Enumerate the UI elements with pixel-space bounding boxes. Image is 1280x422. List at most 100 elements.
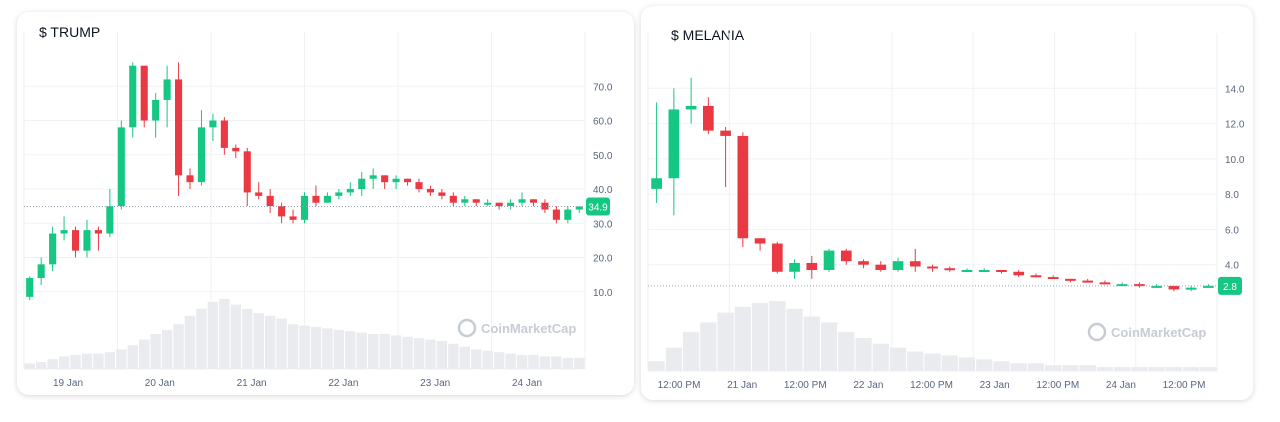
- volume-bar: [287, 324, 299, 369]
- volume-bar: [1027, 363, 1045, 371]
- candle-body: [789, 262, 800, 272]
- y-tick-label: 10.0: [593, 288, 613, 299]
- x-tick-label: 12:00 PM: [1036, 380, 1079, 391]
- candle-body: [806, 262, 818, 271]
- candle-body: [278, 206, 286, 217]
- volume-bar: [379, 334, 390, 369]
- x-tick-label: 24 Jan: [1106, 380, 1136, 391]
- volume-bar: [786, 308, 803, 371]
- volume-bar: [58, 356, 70, 369]
- candle-body: [564, 209, 572, 220]
- candle-body: [1116, 284, 1128, 287]
- y-tick-label: 40.0: [593, 185, 613, 196]
- candle-body: [300, 195, 309, 220]
- volume-bar: [717, 312, 734, 371]
- candle-body: [289, 216, 297, 220]
- candle-body: [140, 65, 148, 121]
- volume-bar: [820, 322, 838, 371]
- candle-body: [243, 151, 251, 193]
- candle-body: [1168, 285, 1180, 290]
- volume-bar: [196, 308, 207, 369]
- volume-bar: [855, 337, 872, 371]
- volume-bar: [242, 308, 253, 369]
- x-tick-label: 23 Jan: [420, 378, 450, 389]
- y-tick-label: 6.0: [1225, 225, 1239, 236]
- candle-body: [163, 79, 171, 100]
- x-tick-label: 12:00 PM: [658, 380, 701, 391]
- volume-bar: [907, 351, 924, 371]
- volume-bar: [219, 299, 230, 369]
- volume-bar: [161, 329, 173, 369]
- volume-bar: [138, 339, 150, 369]
- volume-bar: [264, 315, 276, 369]
- x-tick-label: 22 Jan: [328, 378, 358, 389]
- candle-body: [186, 175, 194, 183]
- volume-bar: [1165, 367, 1183, 371]
- coinmarketcap-logo-icon: [457, 318, 477, 338]
- candle-body: [518, 199, 526, 203]
- y-tick-label: 4.0: [1225, 261, 1239, 272]
- volume-bar: [889, 347, 907, 371]
- volume-bar: [276, 318, 287, 369]
- candle-body: [927, 266, 938, 269]
- candle-body: [552, 209, 560, 220]
- volume-bar: [390, 335, 402, 369]
- candle-body: [209, 120, 217, 128]
- y-tick-label: 50.0: [593, 151, 613, 162]
- y-tick-label: 30.0: [593, 219, 613, 230]
- melania-candlestick-chart[interactable]: 4.0 6.0 8.0 10.0 12.0 14.0 CoinMarketCap 2.8 12:…: [641, 6, 1253, 400]
- volume-bar: [924, 353, 941, 371]
- candle-body: [220, 120, 228, 148]
- candle-body: [575, 206, 583, 210]
- x-tick-label: 23 Jan: [980, 380, 1010, 391]
- volume-bar: [127, 345, 138, 369]
- last-price-label: 2.8: [1223, 282, 1237, 293]
- candle-body: [83, 230, 91, 251]
- volume-bar: [1010, 363, 1027, 371]
- volume-bar: [551, 356, 562, 369]
- candle-body: [1151, 285, 1162, 288]
- watermark-text: CoinMarketCap: [481, 321, 576, 336]
- volume-bar: [459, 346, 471, 369]
- volume-bar: [230, 304, 242, 369]
- volume-bar: [803, 316, 820, 371]
- candle-body: [529, 199, 538, 203]
- candle-body: [312, 195, 320, 203]
- x-tick-label: 21 Jan: [727, 380, 757, 391]
- volume-bar: [367, 334, 379, 369]
- candle-body: [720, 130, 731, 136]
- volume-bar: [482, 350, 493, 369]
- candle-body: [703, 105, 714, 131]
- candle-body: [94, 230, 102, 234]
- volume-bar: [173, 324, 184, 369]
- y-tick-label: 70.0: [593, 82, 613, 93]
- volume-bar: [769, 301, 786, 371]
- chart-title: $ MELANIA: [671, 27, 745, 43]
- volume-bar: [333, 329, 345, 369]
- volume-bar: [665, 347, 682, 371]
- x-tick-label: 12:00 PM: [910, 380, 953, 391]
- candle-body: [381, 175, 389, 183]
- last-price-label: 34.9: [588, 202, 608, 213]
- candle-body: [961, 270, 973, 273]
- volume-bar: [35, 362, 47, 369]
- candle-body: [1065, 278, 1076, 281]
- candle-body: [651, 178, 662, 189]
- volume-bar: [648, 361, 665, 371]
- volume-bar: [993, 361, 1010, 371]
- candle-body: [823, 250, 835, 271]
- volume-bar: [471, 349, 482, 369]
- candle-body: [909, 261, 921, 267]
- candle-body: [944, 268, 956, 271]
- candle-body: [26, 278, 34, 297]
- candle-body: [737, 135, 749, 239]
- x-tick-label: 21 Jan: [237, 378, 267, 389]
- volume-bar: [150, 334, 161, 369]
- x-tick-label: 20 Jan: [145, 378, 175, 389]
- candle-body: [541, 202, 549, 210]
- volume-bar: [1062, 365, 1079, 371]
- candle-body: [461, 199, 469, 203]
- volume-bar: [425, 339, 436, 369]
- volume-bar: [528, 355, 539, 369]
- trump-candlestick-chart[interactable]: 10.0 20.0 30.0 40.0 50.0 60.0 70.0 CoinMarketCa…: [17, 12, 634, 395]
